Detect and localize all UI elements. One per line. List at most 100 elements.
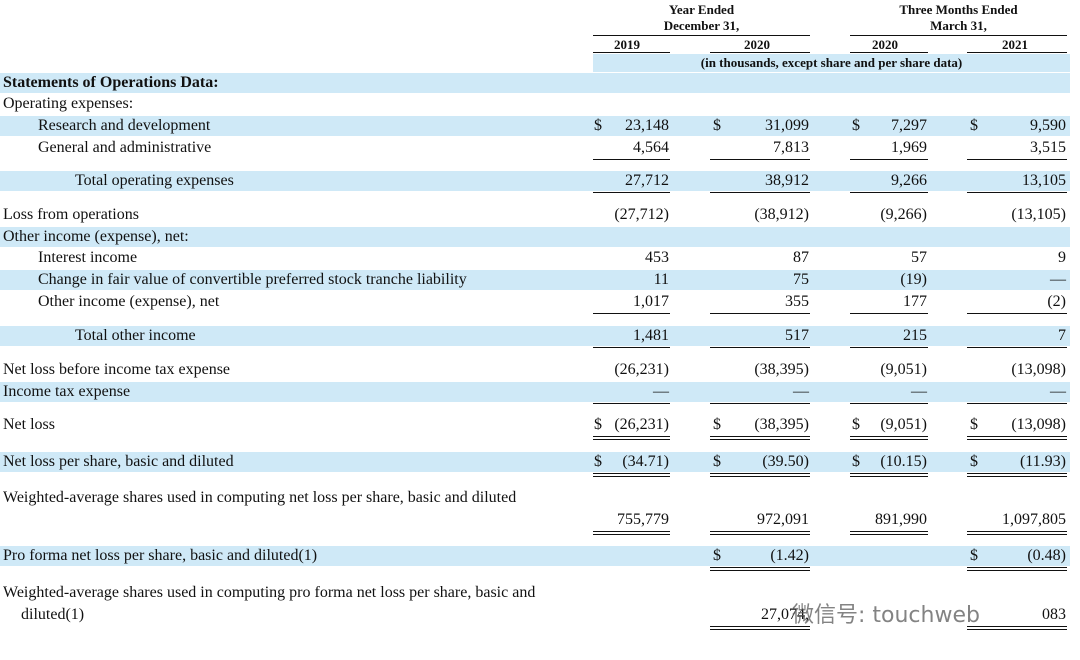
row-label: Statements of Operations Data: <box>3 74 219 91</box>
underline <box>967 436 1067 437</box>
underline <box>710 313 810 314</box>
header-rule <box>850 52 928 53</box>
row-band <box>0 546 1070 566</box>
amount: 1,097,805 <box>1002 511 1066 528</box>
amount: 27,074, <box>761 606 809 623</box>
watermark: 微信号: touchweb <box>792 603 980 628</box>
currency-sign: $ <box>713 547 721 564</box>
row-label: General and administrative <box>38 139 212 156</box>
amount: 9,266 <box>891 172 927 189</box>
amount: — <box>793 383 809 400</box>
underline <box>850 192 928 193</box>
year-heading: 2020 <box>744 37 770 52</box>
amount: (9,266) <box>880 206 927 223</box>
amount: (9,051) <box>880 361 927 378</box>
amount: 083 <box>1042 606 1066 623</box>
amount: (13,098) <box>1011 416 1066 433</box>
underline <box>967 159 1067 160</box>
amount: 4,564 <box>633 139 669 156</box>
amount: 1,481 <box>633 327 669 344</box>
currency-sign: $ <box>852 416 860 433</box>
row-label: Other income (expense), net: <box>3 228 189 245</box>
year-heading: 2021 <box>1002 37 1028 52</box>
underline <box>593 347 670 348</box>
underline <box>710 403 810 404</box>
currency-sign: $ <box>970 416 978 433</box>
underline <box>593 473 670 474</box>
amount: 57 <box>911 249 927 266</box>
amount: (26,231) <box>614 416 669 433</box>
underline <box>710 531 810 532</box>
amount: — <box>1050 383 1066 400</box>
underline <box>593 159 670 160</box>
row-band <box>0 326 1070 346</box>
amount: 1,969 <box>891 139 927 156</box>
amount: (13,105) <box>1011 206 1066 223</box>
row-label: Weighted-average shares used in computin… <box>3 584 536 623</box>
underline <box>967 192 1067 193</box>
amount: (19) <box>900 271 927 288</box>
row-label: Loss from operations <box>3 206 139 223</box>
amount: 177 <box>903 293 927 310</box>
currency-sign: $ <box>713 453 721 470</box>
underline <box>967 313 1067 314</box>
row-label: Operating expenses: <box>3 95 134 112</box>
row-label: Net loss per share, basic and diluted <box>3 453 234 470</box>
header-rule <box>710 52 810 53</box>
underline <box>710 192 810 193</box>
amount: — <box>1050 271 1066 288</box>
amount: (11.93) <box>1019 453 1066 470</box>
amount: 453 <box>645 249 669 266</box>
row-label: Total operating expenses <box>75 172 234 189</box>
row-band <box>0 73 1070 93</box>
amount: (0.48) <box>1027 547 1066 564</box>
amount: 215 <box>903 327 927 344</box>
row-label: Research and development <box>38 117 211 134</box>
amount: (13,098) <box>1011 361 1066 378</box>
row-band <box>0 116 1070 136</box>
row-band <box>0 382 1070 402</box>
underline <box>710 473 810 474</box>
units-note: (in thousands, except share and per shar… <box>700 55 963 70</box>
row-band <box>0 452 1070 472</box>
row-label: Other income (expense), net <box>38 293 220 310</box>
amount: 7 <box>1058 327 1066 344</box>
amount: 27,712 <box>625 172 669 189</box>
underline <box>850 313 928 314</box>
underline <box>967 567 1067 568</box>
year-heading: 2019 <box>614 37 640 52</box>
row-label: Change in fair value of convertible pref… <box>38 271 467 288</box>
amount: (27,712) <box>614 206 669 223</box>
year-heading: 2020 <box>872 37 898 52</box>
currency-sign: $ <box>970 453 978 470</box>
row-label: Pro forma net loss per share, basic and … <box>3 547 318 564</box>
underline <box>710 626 810 627</box>
amount: (1.42) <box>770 547 809 564</box>
underline <box>710 629 810 630</box>
row-label: Income tax expense <box>3 383 131 400</box>
underline <box>850 436 928 437</box>
underline <box>593 439 670 440</box>
underline <box>593 436 670 437</box>
currency-sign: $ <box>970 117 978 134</box>
underline <box>967 473 1067 474</box>
underline <box>850 439 928 440</box>
group-heading: Year Ended <box>668 2 735 17</box>
currency-sign: $ <box>594 453 602 470</box>
underline <box>850 534 928 535</box>
underline <box>850 347 928 348</box>
amount: — <box>653 383 669 400</box>
row-band <box>0 171 1070 191</box>
amount: (2) <box>1047 293 1066 310</box>
underline <box>967 347 1067 348</box>
amount: (9,051) <box>880 416 927 433</box>
amount: 355 <box>785 293 809 310</box>
underline <box>850 476 928 477</box>
underline <box>710 476 810 477</box>
underline <box>593 531 670 532</box>
amount: 755,779 <box>617 511 669 528</box>
currency-sign: $ <box>852 117 860 134</box>
underline <box>967 476 1067 477</box>
underline <box>967 403 1067 404</box>
